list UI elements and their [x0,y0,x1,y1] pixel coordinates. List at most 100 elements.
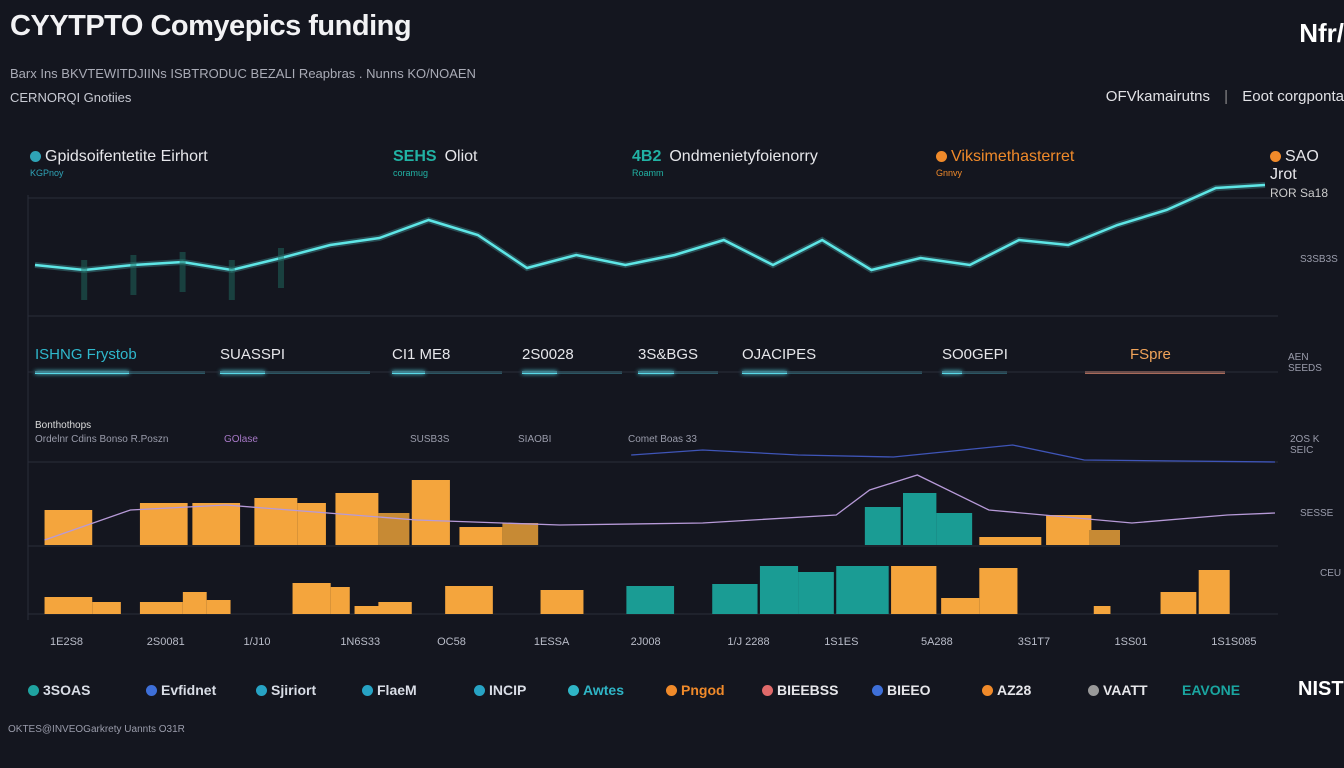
x-tick-label: 2J008 [630,636,661,648]
bar [445,586,493,614]
sponsor-logo[interactable]: Evfidnet [146,682,216,698]
bar [1046,515,1092,545]
top-nav: OFVkamairutns | Eoot corgponta [1105,88,1344,105]
metric-label: SO0GEPI [942,346,1008,363]
logo-label: Awtes [583,682,624,698]
coin-icon [30,151,41,162]
logo-label: FlaeM [377,682,417,698]
x-tick-label: 1ESSA [533,636,570,648]
bar [182,592,207,614]
bar [979,537,1042,545]
logo-label: BIEEBSS [777,682,839,698]
x-tick-label: 1S1S085 [1211,636,1257,648]
bar [1160,592,1197,614]
volume-mark [130,255,137,295]
sponsor-logo[interactable]: AZ28 [982,682,1031,698]
bar [540,590,584,614]
bar [378,602,412,614]
volume-mark [81,260,88,300]
bar [864,507,901,545]
x-tick-label: 1SS01 [1114,636,1148,648]
bar [1093,606,1111,614]
subtitle-2: CERNORQI Gnotiies [10,90,132,105]
logo-label: Pngod [681,682,725,698]
logo-label: INCIP [489,682,527,698]
x-tick-label: 1/J 2288 [727,636,770,648]
logo-icon [982,685,993,696]
metric-label: FSpre [1130,346,1171,363]
volume-mark [278,248,284,288]
x-tick-label: 1E2S8 [50,636,84,648]
bar [44,510,93,545]
nav-link[interactable]: OFVkamairutns [1105,88,1210,105]
logo-label: VAATT [1103,682,1148,698]
metric-label: 3S&BGS [638,346,699,363]
bar [798,572,834,614]
sponsor-logo[interactable]: Pngod [666,682,725,698]
legend-item: Ordelnr Cdins Bonso R.Poszn [35,434,169,445]
logo-label: AZ28 [997,682,1032,698]
brand-logo: Nfr/ [1299,18,1344,48]
sponsor-logo[interactable]: 3SOAS [28,682,90,698]
coin-icon [1270,151,1281,162]
logo-label: BIEEO [887,682,931,698]
metric-label: 2S0028 [522,346,574,363]
logo-icon [872,685,883,696]
bar [941,598,980,614]
sponsor-logo[interactable]: BIEEBSS [762,682,838,698]
legend-item: Comet Boas 33 [628,434,697,445]
legend-item: SUSB3S [410,434,450,445]
sponsor-logo[interactable]: EAVONE [1182,682,1240,698]
bar [712,584,758,614]
kpi-1: Gpidsoifentetite Eirhort KGPnoy [30,148,208,178]
bar [459,527,503,545]
sponsor-logo[interactable]: INCIP [474,682,526,698]
kpi-2: SEHS Oliot coramug [393,148,478,178]
bar [411,480,450,545]
logo-icon [474,685,485,696]
series-line [34,183,1266,272]
metric-label: ISHNG Frystob [35,346,137,363]
nav-link[interactable]: Eoot corgponta [1242,88,1344,105]
axis-label: CEU [1320,568,1342,579]
kpi-3: 4B2 Ondmenietyfoienorry Roamm [632,148,818,178]
bar [139,503,188,545]
metric-label: CI1 ME8 [392,346,451,363]
sponsor-logo[interactable]: NIST [1298,678,1344,701]
logo-icon [1088,685,1099,696]
sponsor-logo[interactable]: FlaeM [362,682,417,698]
bar [254,498,298,545]
x-tick-label: 1/J10 [243,636,271,648]
sponsor-logo[interactable]: VAATT [1088,682,1148,698]
logo-label: Sjiriort [271,682,317,698]
kpi-5: SAO Jrot ROR Sa18 [1270,148,1329,200]
bar [626,586,675,614]
logo-icon [762,685,773,696]
sponsor-logo[interactable]: Awtes [568,682,624,698]
series-line [631,444,1276,463]
bar [903,493,937,545]
bar [759,566,799,614]
axis-label: S3SB3S [1300,254,1338,265]
bar [891,566,937,614]
bar [92,602,121,614]
subtitle: Barx Ins BKVTEWITDJIINs ISBTRODUC BEZALI… [10,66,476,81]
logo-icon [256,685,267,696]
logo-label: EAVONE [1182,682,1241,698]
metric-label: SUASSPI [220,346,286,363]
sponsor-logo[interactable]: Sjiriort [256,682,316,698]
page-title: CYYTPTO Comyepics funding [10,10,412,42]
coin-icon [936,151,947,162]
logo-icon [28,685,39,696]
series-line [44,474,1276,541]
volume-mark [179,252,186,292]
bar [206,600,231,614]
x-tick-label: 3S1T7 [1017,636,1051,648]
sponsor-logo[interactable]: BIEEO [872,682,931,698]
bar [1089,530,1120,545]
axis-label: 2OS K SEIC [1290,434,1320,456]
bar [297,503,326,545]
x-tick-label: 1S1ES [824,636,859,648]
volume-mark [228,260,235,300]
